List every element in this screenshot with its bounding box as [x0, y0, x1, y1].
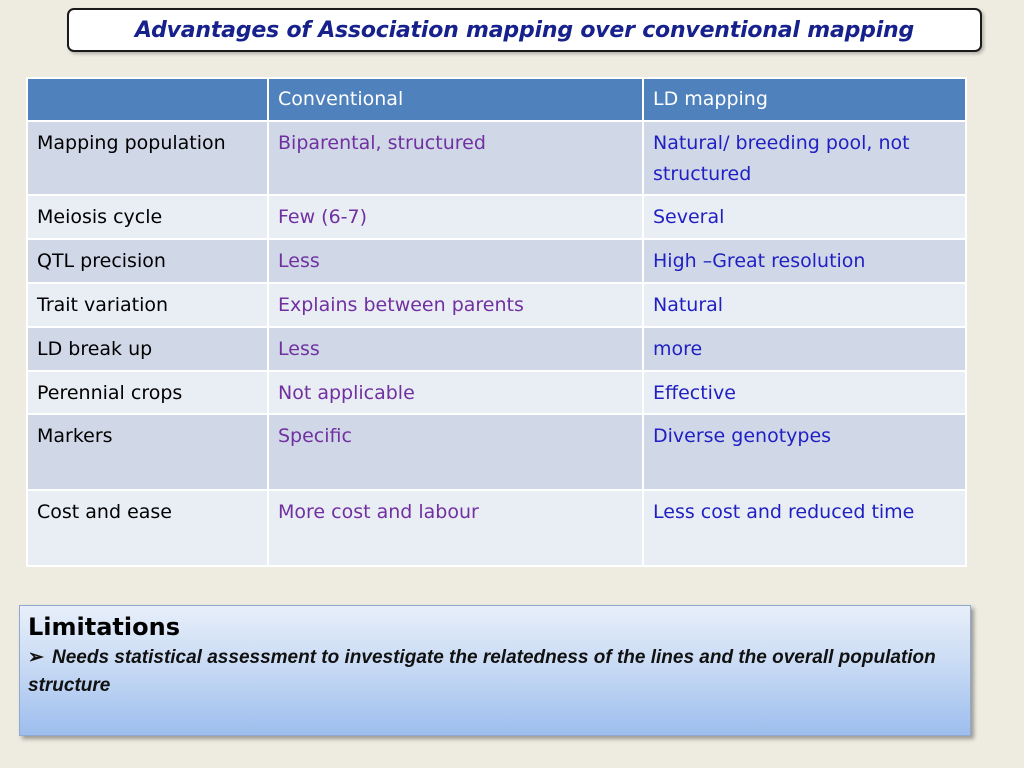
conventional-cell: Less — [267, 326, 644, 372]
table-row: QTL precision Less High –Great resolutio… — [26, 238, 967, 284]
ld-cell: Effective — [642, 370, 967, 415]
table-row: Perennial crops Not applicable Effective — [26, 370, 967, 415]
limitations-box: Limitations ➢ Needs statistical assessmen… — [19, 605, 971, 736]
conventional-cell: Explains between parents — [267, 282, 644, 328]
limitations-heading: Limitations — [28, 613, 180, 641]
feature-cell: Cost and ease — [26, 489, 269, 567]
comparison-table: Conventional LD mapping Mapping populati… — [26, 77, 967, 567]
table-row: Cost and ease More cost and labour Less … — [26, 489, 967, 567]
arrow-bullet-icon: ➢ — [28, 647, 44, 668]
limitation-item: ➢ Needs statistical assessment to investi… — [28, 644, 962, 700]
conventional-cell: Few (6-7) — [267, 194, 644, 240]
slide-title: Advantages of Association mapping over c… — [134, 17, 915, 43]
table-header-row: Conventional LD mapping — [26, 77, 967, 122]
table-row: Meiosis cycle Few (6-7) Several — [26, 194, 967, 240]
feature-cell: Trait variation — [26, 282, 269, 328]
header-cell-ld-mapping: LD mapping — [642, 77, 967, 122]
feature-cell: QTL precision — [26, 238, 269, 284]
feature-cell: Markers — [26, 413, 269, 491]
header-cell-conventional: Conventional — [267, 77, 644, 122]
feature-cell: Perennial crops — [26, 370, 269, 415]
table-row: LD break up Less more — [26, 326, 967, 372]
table-row: Markers Specific Diverse genotypes — [26, 413, 967, 491]
table-row: Trait variation Explains between parents… — [26, 282, 967, 328]
limitation-text: Needs statistical assessment to investig… — [28, 647, 936, 696]
table-row: Mapping population Biparental, structure… — [26, 120, 967, 196]
conventional-cell: Not applicable — [267, 370, 644, 415]
conventional-cell: Specific — [267, 413, 644, 491]
header-cell-feature — [26, 77, 269, 122]
ld-cell: more — [642, 326, 967, 372]
ld-cell: Natural/ breeding pool, not structured — [642, 120, 967, 196]
ld-cell: Several — [642, 194, 967, 240]
title-box: Advantages of Association mapping over c… — [67, 8, 982, 52]
ld-cell: Diverse genotypes — [642, 413, 967, 491]
conventional-cell: Biparental, structured — [267, 120, 644, 196]
ld-cell: High –Great resolution — [642, 238, 967, 284]
ld-cell: Natural — [642, 282, 967, 328]
feature-cell: Mapping population — [26, 120, 269, 196]
feature-cell: LD break up — [26, 326, 269, 372]
conventional-cell: More cost and labour — [267, 489, 644, 567]
feature-cell: Meiosis cycle — [26, 194, 269, 240]
conventional-cell: Less — [267, 238, 644, 284]
ld-cell: Less cost and reduced time — [642, 489, 967, 567]
